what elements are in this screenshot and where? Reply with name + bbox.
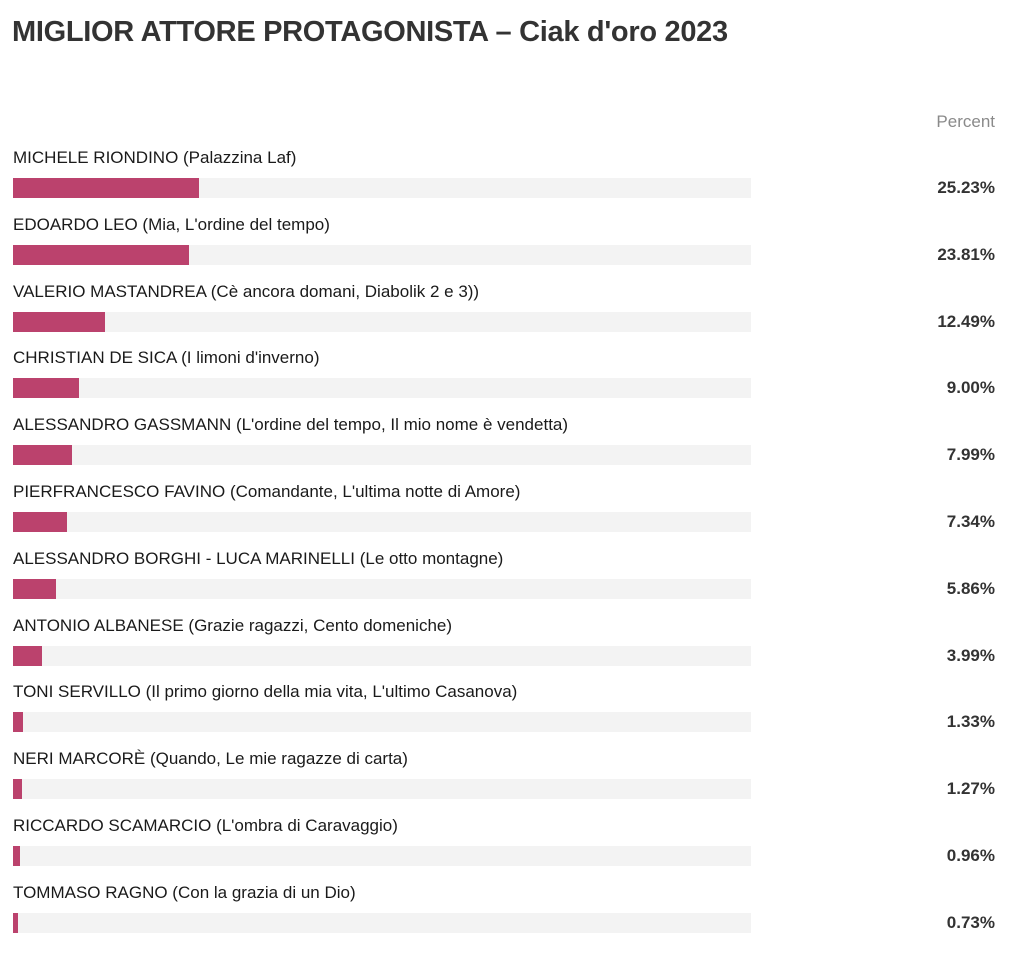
bar-track — [13, 712, 751, 733]
bar-row: ANTONIO ALBANESE (Grazie ragazzi, Cento … — [0, 614, 1024, 681]
bar-label: VALERIO MASTANDREA (Cè ancora domani, Di… — [13, 281, 480, 301]
bar-value-label: 12.49% — [937, 311, 995, 331]
bar-value-label: 0.96% — [946, 845, 995, 865]
chart-title: MIGLIOR ATTORE PROTAGONISTA – Ciak d'oro… — [12, 16, 728, 48]
bar-label: MICHELE RIONDINO (Palazzina Laf) — [13, 148, 297, 167]
bar-label: EDOARDO LEO (Mia, L'ordine del tempo) — [13, 214, 330, 234]
bar-track — [13, 511, 751, 532]
bar-row: ALESSANDRO BORGHI - LUCA MARINELLI (Le o… — [0, 547, 1024, 614]
bar-fill — [13, 845, 21, 866]
bar-value-label: 0.73% — [946, 912, 995, 932]
percent-column-header: Percent — [936, 112, 995, 131]
bar-fill — [13, 712, 23, 733]
bar-row: ALESSANDRO GASSMANN (L'ordine del tempo,… — [0, 413, 1024, 480]
bar-fill — [13, 578, 57, 599]
bar-value-label: 7.99% — [946, 445, 995, 465]
bar-value-label: 5.86% — [946, 578, 995, 598]
bar-track — [13, 578, 751, 599]
bar-fill — [13, 445, 72, 466]
bar-label: ANTONIO ALBANESE (Grazie ragazzi, Cento … — [13, 615, 453, 635]
bar-track — [13, 311, 751, 332]
bar-fill — [13, 178, 200, 198]
bar-fill — [13, 311, 106, 332]
bar-row: CHRISTIAN DE SICA (I limoni d'inverno) 9… — [0, 346, 1024, 413]
bar-row: TOMMASO RAGNO (Con la grazia di un Dio) … — [0, 881, 1024, 948]
bar-list: MICHELE RIONDINO (Palazzina Laf) 25.23% … — [0, 146, 1024, 948]
bar-value-label: 25.23% — [937, 178, 995, 197]
bar-row: EDOARDO LEO (Mia, L'ordine del tempo) 23… — [0, 213, 1024, 280]
bar-track — [13, 779, 751, 800]
bar-row: NERI MARCORÈ (Quando, Le mie ragazze di … — [0, 747, 1024, 814]
bar-value-label: 1.27% — [946, 779, 995, 799]
bar-label: RICCARDO SCAMARCIO (L'ombra di Caravaggi… — [13, 815, 398, 835]
bar-row: PIERFRANCESCO FAVINO (Comandante, L'ulti… — [0, 480, 1024, 547]
bar-fill — [13, 244, 189, 265]
bar-value-label: 7.34% — [946, 511, 995, 531]
bar-value-label: 9.00% — [946, 378, 995, 398]
bar-fill — [13, 912, 19, 933]
bar-fill — [13, 511, 68, 532]
bar-label: TOMMASO RAGNO (Con la grazia di un Dio) — [13, 882, 356, 902]
bar-track — [13, 445, 751, 466]
bar-fill — [13, 378, 80, 399]
bar-fill — [13, 645, 43, 666]
bar-row: VALERIO MASTANDREA (Cè ancora domani, Di… — [0, 280, 1024, 347]
bar-value-label: 1.33% — [946, 712, 995, 732]
bar-track — [13, 244, 751, 265]
bar-track — [13, 645, 751, 666]
bar-track — [13, 378, 751, 399]
bar-value-label: 23.81% — [937, 244, 995, 264]
bar-label: NERI MARCORÈ (Quando, Le mie ragazze di … — [13, 749, 408, 769]
bar-label: CHRISTIAN DE SICA (I limoni d'inverno) — [13, 348, 320, 368]
bar-label: ALESSANDRO BORGHI - LUCA MARINELLI (Le o… — [13, 548, 504, 568]
bar-track — [13, 912, 751, 933]
bar-label: TONI SERVILLO (Il primo giorno della mia… — [13, 682, 518, 702]
bar-label: ALESSANDRO GASSMANN (L'ordine del tempo,… — [13, 415, 569, 435]
bar-row: MICHELE RIONDINO (Palazzina Laf) 25.23% — [0, 146, 1024, 213]
bar-row: TONI SERVILLO (Il primo giorno della mia… — [0, 680, 1024, 747]
bar-value-label: 3.99% — [946, 645, 995, 665]
bar-fill — [13, 779, 23, 800]
bar-row: RICCARDO SCAMARCIO (L'ombra di Caravaggi… — [0, 814, 1024, 881]
bar-label: PIERFRANCESCO FAVINO (Comandante, L'ulti… — [13, 481, 521, 501]
bar-track — [13, 178, 751, 198]
bar-track — [13, 845, 751, 866]
